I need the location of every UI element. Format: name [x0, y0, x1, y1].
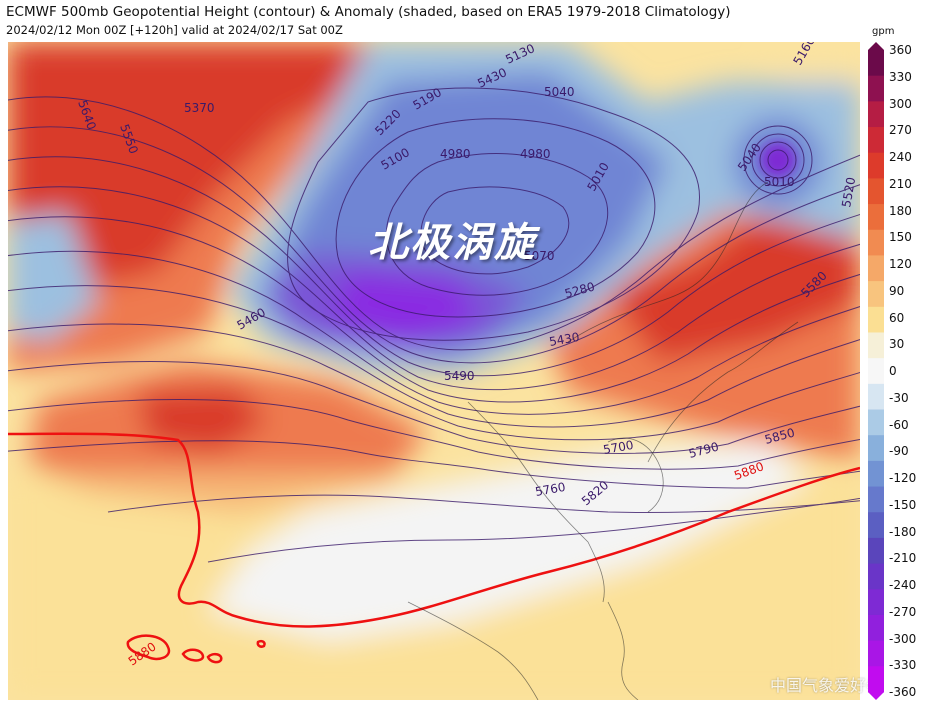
colorbar-segment [868, 178, 884, 205]
chart-title: ECMWF 500mb Geopotential Height (contour… [6, 4, 731, 20]
colorbar-segment [868, 383, 884, 411]
colorbar-tick-label: -120 [889, 471, 917, 485]
colorbar-segment [868, 101, 884, 128]
anomaly-map: 5640 5550 5370 5220 5190 5430 5130 5040 … [8, 42, 860, 700]
colorbar-segment [868, 152, 884, 179]
colorbar-bottom-arrow [868, 692, 884, 700]
colorbar-segment [868, 306, 884, 333]
colorbar-segment [868, 75, 884, 102]
colorbar-tick-label: -150 [889, 497, 917, 512]
colorbar-segment [868, 640, 884, 667]
colorbar-tick-label: 360 [889, 43, 912, 57]
colorbar-segment [868, 563, 884, 590]
coastlines [407, 181, 799, 700]
colorbar-segment [868, 512, 884, 539]
colorbar-segment [868, 460, 884, 488]
colorbar-tick-label: 210 [889, 176, 912, 191]
contour-label: 4980 [440, 147, 471, 161]
contour-5880 [8, 432, 860, 664]
colorbar-tick-label: 150 [889, 230, 912, 245]
colorbar-tick-label: -300 [889, 631, 917, 646]
colorbar-tick-label: -360 [889, 685, 917, 699]
colorbar-tick-label: -90 [889, 444, 909, 459]
colorbar-segment [868, 666, 884, 693]
colorbar-segment [868, 127, 884, 154]
colorbar-segment [868, 589, 884, 616]
colorbar-segment [868, 50, 884, 77]
colorbar-segment [868, 358, 884, 385]
colorbar-tick-label: -270 [889, 604, 917, 619]
colorbar-tick-label: 270 [889, 123, 912, 138]
source-watermark: 中国气象爱好者 [770, 676, 883, 695]
colorbar-segment [868, 614, 884, 642]
colorbar-tick-label: 30 [889, 337, 905, 352]
colorbar-unit: gpm [872, 26, 895, 37]
colorbar-tick-label: -210 [889, 551, 917, 566]
contour-label: 5520 [839, 176, 858, 209]
colorbar-segment [868, 204, 884, 231]
colorbar-tick-label: 60 [889, 310, 905, 325]
contour-label: 5040 [544, 85, 575, 99]
colorbar-tick-label: 0 [889, 364, 897, 378]
colorbar-tick-label: -330 [889, 658, 917, 673]
contour-label: 5700 [602, 438, 635, 457]
contour-label: 5760 [534, 480, 567, 499]
colorbar-top-arrow [868, 42, 884, 50]
colorbar-segment [868, 332, 884, 359]
anomaly-shading [8, 42, 860, 700]
colorbar-tick-label: 240 [889, 150, 912, 164]
colorbar [868, 42, 884, 700]
colorbar-segment [868, 486, 884, 513]
colorbar-segment [868, 281, 884, 308]
height-contours [8, 87, 860, 563]
polar-vortex-annotation: 北极涡旋 [368, 220, 536, 266]
colorbar-tick-label: 300 [889, 96, 912, 111]
colorbar-tick-label: -30 [889, 390, 909, 405]
contour-label: 5010 [764, 175, 795, 189]
colorbar-segment [868, 537, 884, 565]
colorbar-segment [868, 409, 884, 436]
contour-label: 5490 [444, 369, 475, 383]
colorbar-tick-label: -180 [889, 524, 917, 539]
colorbar-tick-label: -240 [889, 578, 917, 592]
colorbar-tick-label: 330 [889, 69, 912, 84]
colorbar-segment [868, 229, 884, 256]
contour-label: 5430 [548, 330, 581, 349]
colorbar-tick-label: 90 [889, 283, 905, 298]
chart-subtitle: 2024/02/12 Mon 00Z [+120h] valid at 2024… [6, 23, 343, 37]
colorbar-segment [868, 435, 884, 462]
contour-label: 4980 [520, 147, 551, 161]
colorbar-segment [868, 255, 884, 282]
contour-label: 5070 [524, 249, 555, 263]
contour-label: 5370 [184, 101, 215, 115]
colorbar-tick-label: 120 [889, 257, 912, 271]
colorbar-tick-label: -60 [889, 417, 909, 432]
colorbar-tick-label: 180 [889, 203, 912, 218]
